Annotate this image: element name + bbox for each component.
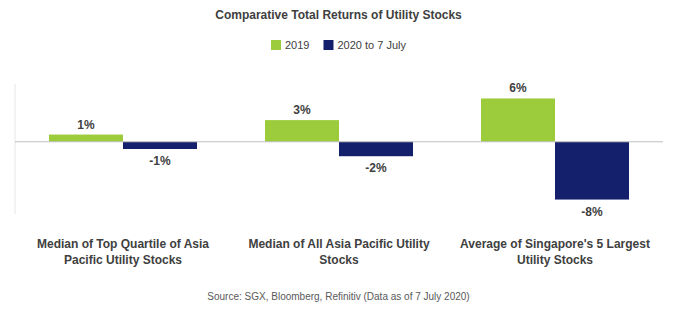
category-line: Utility Stocks — [517, 253, 593, 267]
baseline — [15, 141, 663, 142]
bar — [123, 142, 197, 149]
data-label: -1% — [149, 154, 171, 168]
category-line: Median of All Asia Pacific Utility — [248, 237, 429, 251]
data-label: -8% — [581, 205, 603, 219]
data-label: 1% — [77, 118, 95, 132]
legend-label: 2020 to 7 July — [337, 39, 406, 51]
bar — [555, 142, 629, 200]
legend-label: 2019 — [285, 39, 309, 51]
bar — [49, 135, 123, 142]
data-label: -2% — [365, 161, 387, 175]
chart: Comparative Total Returns of Utility Sto… — [0, 0, 677, 317]
data-label: 3% — [293, 103, 311, 117]
category-label: Average of Singapore's 5 Largest Utility … — [460, 237, 650, 267]
legend: 2019 2020 to 7 July — [271, 39, 406, 51]
legend-swatch — [323, 40, 333, 50]
bar — [481, 98, 555, 141]
category-line: Median of Top Quartile of Asia — [37, 237, 209, 251]
category-line: Pacific Utility Stocks — [64, 253, 182, 267]
category-label: Median of Top Quartile of Asia Pacific Ut… — [37, 237, 209, 267]
category-line: Average of Singapore's 5 Largest — [460, 237, 650, 251]
title: Comparative Total Returns of Utility Sto… — [215, 8, 462, 22]
bar — [339, 142, 413, 156]
category-label: Median of All Asia Pacific Utility Stocks — [248, 237, 429, 267]
legend-swatch — [271, 40, 281, 50]
y-axis-line — [15, 84, 16, 214]
data-label: 6% — [509, 81, 527, 95]
bar — [265, 120, 339, 142]
bars — [49, 98, 629, 199]
source-note: Source: SGX, Bloomberg, Refinitiv (Data … — [207, 291, 469, 302]
category-line: Stocks — [319, 253, 359, 267]
